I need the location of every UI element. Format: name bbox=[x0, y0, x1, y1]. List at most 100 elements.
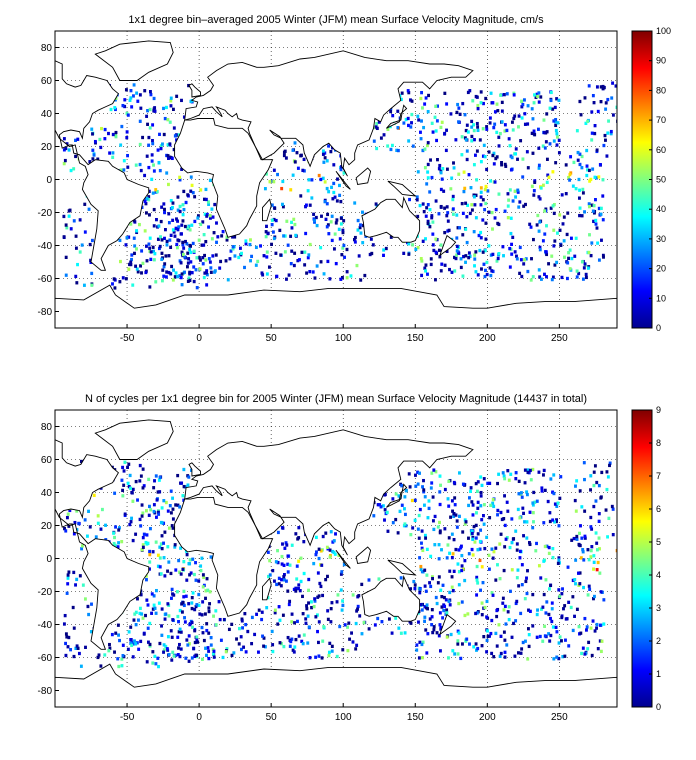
data-cell bbox=[81, 583, 85, 587]
data-cell bbox=[340, 253, 344, 257]
data-cell bbox=[581, 550, 585, 554]
data-cell bbox=[447, 479, 451, 483]
data-cell bbox=[551, 546, 555, 551]
data-cell bbox=[244, 650, 248, 654]
data-cell bbox=[587, 168, 591, 173]
data-cell bbox=[590, 241, 594, 245]
data-cell bbox=[509, 231, 513, 236]
data-cell bbox=[486, 634, 490, 639]
data-cell bbox=[138, 222, 141, 227]
data-cell bbox=[208, 590, 212, 594]
data-cell bbox=[297, 526, 301, 530]
data-cell bbox=[428, 581, 432, 585]
data-cell bbox=[403, 512, 407, 517]
data-cell bbox=[142, 632, 146, 636]
data-cell bbox=[225, 235, 229, 239]
data-cell bbox=[136, 498, 139, 502]
data-cell bbox=[501, 601, 505, 605]
data-cell bbox=[233, 254, 237, 258]
data-cell bbox=[184, 200, 188, 205]
data-cell bbox=[268, 573, 272, 577]
data-cell bbox=[78, 250, 82, 254]
data-cell bbox=[140, 612, 144, 616]
data-cell bbox=[147, 135, 151, 140]
data-cell bbox=[583, 652, 587, 656]
data-cell bbox=[557, 588, 561, 592]
data-cell bbox=[100, 126, 103, 131]
data-cell bbox=[564, 638, 567, 642]
data-cell bbox=[154, 662, 158, 666]
data-cell bbox=[121, 465, 125, 470]
data-cell bbox=[355, 609, 359, 613]
data-cell bbox=[598, 571, 602, 575]
data-cell bbox=[468, 89, 472, 93]
data-cell bbox=[452, 161, 455, 165]
data-cell bbox=[423, 568, 427, 572]
data-cell bbox=[460, 568, 464, 573]
data-cell bbox=[537, 268, 541, 272]
data-cell bbox=[146, 122, 149, 126]
data-cell bbox=[203, 271, 207, 275]
data-cell bbox=[543, 209, 547, 213]
data-cell bbox=[516, 651, 520, 655]
landmass-outline bbox=[174, 118, 274, 238]
data-cell bbox=[128, 522, 132, 527]
data-cell bbox=[578, 152, 582, 156]
data-cell bbox=[568, 178, 572, 182]
data-cell bbox=[539, 186, 543, 190]
data-cell bbox=[387, 617, 391, 621]
data-cell bbox=[189, 189, 193, 193]
data-cell bbox=[188, 562, 192, 566]
data-cell bbox=[194, 578, 198, 582]
data-cell bbox=[131, 655, 135, 659]
data-cell bbox=[187, 83, 191, 88]
data-cell bbox=[579, 631, 583, 635]
data-cell bbox=[517, 479, 521, 484]
data-cell bbox=[430, 175, 434, 180]
data-cell bbox=[286, 554, 290, 558]
data-cell bbox=[195, 653, 199, 658]
data-cell bbox=[317, 547, 321, 551]
data-cell bbox=[429, 262, 433, 267]
data-cell bbox=[500, 161, 503, 165]
data-cell bbox=[436, 525, 440, 529]
data-cell bbox=[124, 277, 128, 281]
data-cell bbox=[166, 118, 170, 122]
data-cell bbox=[491, 252, 495, 257]
data-cell bbox=[131, 538, 135, 543]
data-cell bbox=[153, 606, 157, 610]
cycles-colorbar bbox=[631, 409, 653, 708]
data-cell bbox=[180, 98, 183, 103]
data-cell bbox=[171, 201, 175, 205]
data-cell bbox=[215, 221, 218, 225]
data-cell bbox=[523, 597, 527, 601]
data-cell bbox=[453, 503, 457, 507]
data-cell bbox=[472, 128, 476, 133]
y-tick-label: -80 bbox=[38, 307, 53, 318]
data-cell bbox=[171, 517, 175, 521]
data-cell bbox=[183, 224, 187, 229]
data-cell bbox=[481, 154, 485, 158]
data-cell bbox=[162, 648, 166, 652]
data-cell bbox=[606, 535, 610, 539]
data-cell bbox=[448, 551, 451, 555]
data-cell bbox=[425, 547, 429, 552]
data-cell bbox=[212, 649, 216, 653]
data-cell bbox=[166, 154, 170, 158]
data-cell bbox=[470, 547, 474, 552]
data-cell bbox=[579, 524, 582, 528]
data-cell bbox=[470, 134, 474, 139]
data-cell bbox=[454, 256, 458, 261]
data-cell bbox=[129, 638, 133, 642]
data-cell bbox=[281, 202, 284, 207]
data-cell bbox=[419, 256, 423, 261]
data-cell bbox=[99, 664, 103, 668]
data-cell bbox=[445, 102, 449, 106]
data-cell bbox=[480, 601, 484, 605]
data-cell bbox=[201, 573, 205, 577]
data-cell bbox=[518, 271, 522, 276]
data-cell bbox=[186, 483, 190, 487]
data-cell bbox=[166, 545, 170, 549]
data-cell bbox=[176, 614, 180, 619]
colorbar-tick-label: 60 bbox=[656, 145, 666, 155]
